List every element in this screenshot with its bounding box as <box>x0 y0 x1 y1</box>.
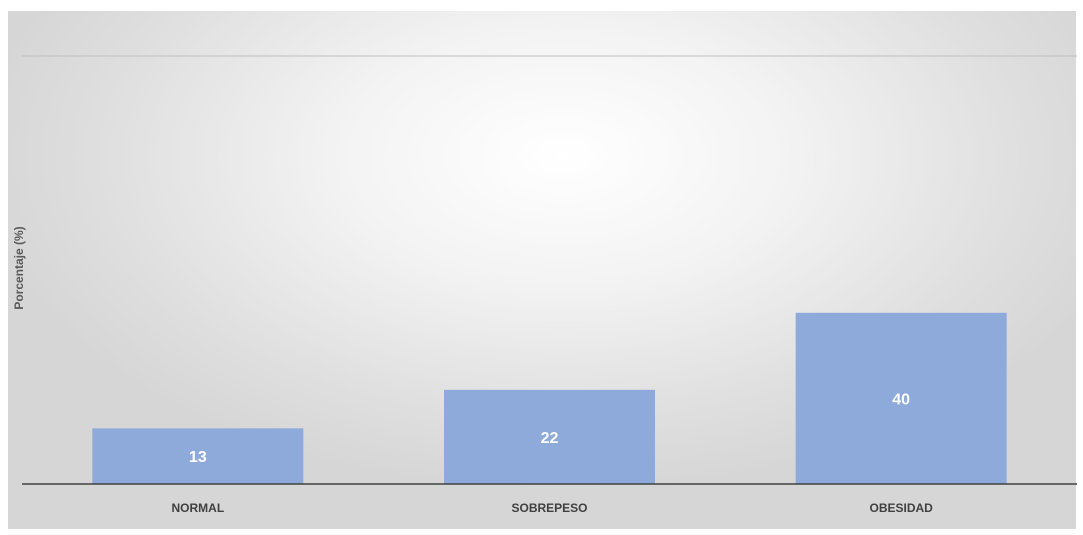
bar-normal <box>92 428 304 484</box>
data-label-normal: 13 <box>189 449 207 466</box>
x-tick-label-normal: NORMAL <box>171 501 224 515</box>
x-tick-label-obesidad: OBESIDAD <box>869 501 933 515</box>
bars <box>92 312 1007 484</box>
y-axis-title-wrap: Porcentaje (%) <box>8 0 30 535</box>
data-label-sobrepeso: 22 <box>541 430 559 447</box>
bar-sobrepeso <box>444 389 655 484</box>
x-tick-label-sobrepeso: SOBREPESO <box>511 501 587 515</box>
bar-obesidad <box>795 312 1007 484</box>
data-label-obesidad: 40 <box>892 391 910 408</box>
y-axis-title: Porcentaje (%) <box>12 226 26 310</box>
labels: 13 NORMAL 22 SOBREPESO 40 OBESIDAD <box>171 391 933 515</box>
